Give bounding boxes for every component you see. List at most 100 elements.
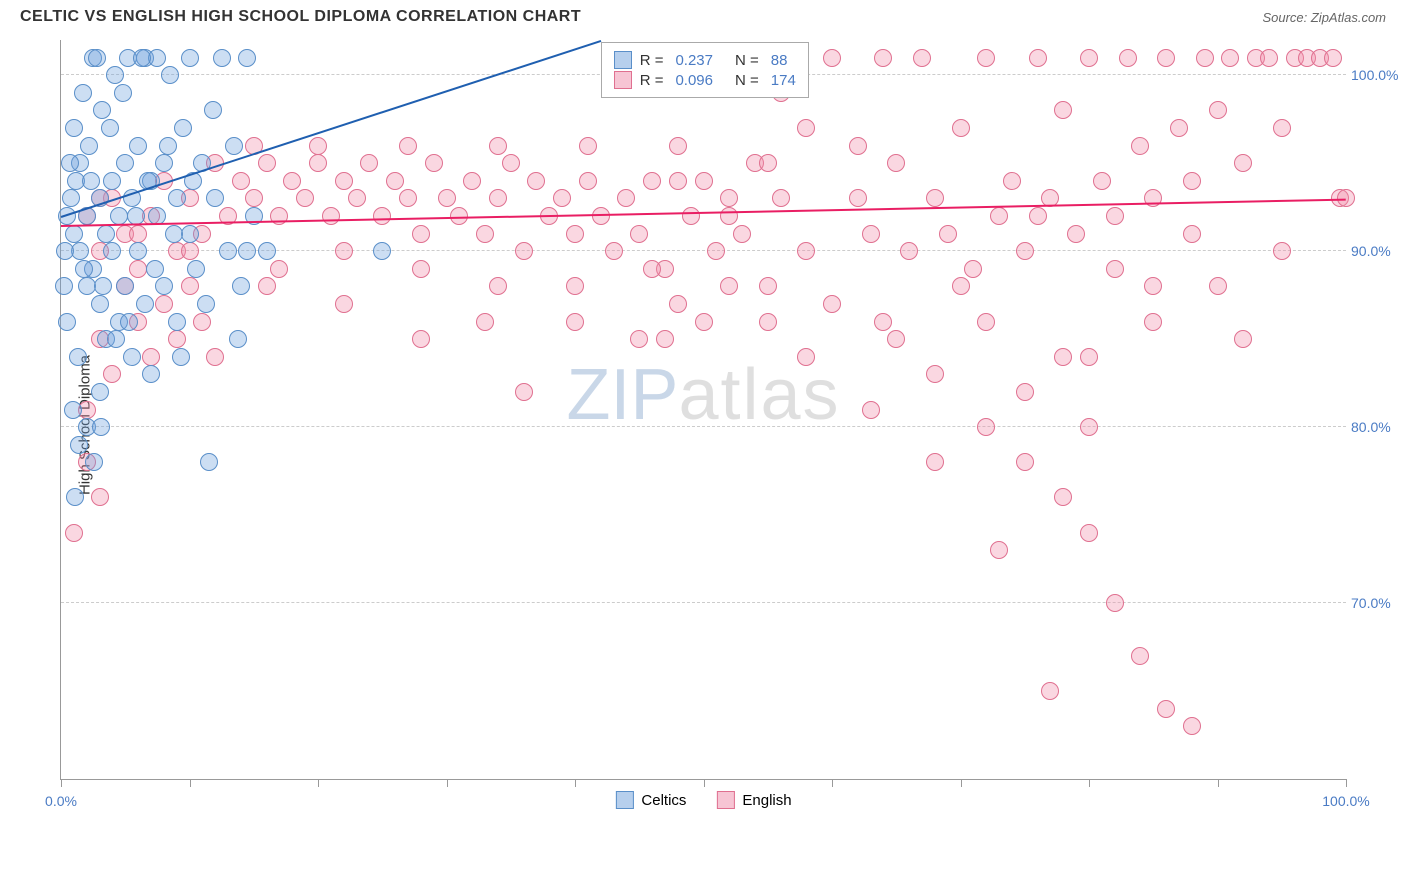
scatter-point-english: [643, 260, 661, 278]
scatter-point-english: [193, 313, 211, 331]
scatter-point-english: [849, 189, 867, 207]
scatter-point-english: [1080, 49, 1098, 67]
scatter-point-english: [476, 225, 494, 243]
scatter-point-english: [887, 154, 905, 172]
series-legend-label: Celtics: [641, 792, 686, 809]
scatter-point-celtics: [92, 418, 110, 436]
legend-row: R =0.237N =88: [614, 51, 796, 69]
scatter-point-celtics: [123, 348, 141, 366]
scatter-point-english: [515, 383, 533, 401]
scatter-point-english: [643, 172, 661, 190]
scatter-point-celtics: [97, 225, 115, 243]
scatter-point-english: [695, 313, 713, 331]
scatter-point-celtics: [70, 436, 88, 454]
scatter-point-english: [1157, 700, 1175, 718]
scatter-point-celtics: [80, 137, 98, 155]
scatter-point-celtics: [204, 101, 222, 119]
scatter-point-english: [258, 277, 276, 295]
chart-header: CELTIC VS ENGLISH HIGH SCHOOL DIPLOMA CO…: [0, 0, 1406, 30]
scatter-point-english: [669, 295, 687, 313]
scatter-point-english: [1170, 119, 1188, 137]
scatter-point-english: [733, 225, 751, 243]
scatter-point-celtics: [206, 189, 224, 207]
scatter-point-celtics: [56, 242, 74, 260]
scatter-point-celtics: [129, 137, 147, 155]
legend-n-value: 88: [771, 52, 788, 69]
scatter-point-english: [502, 154, 520, 172]
legend-r-label: R =: [640, 72, 664, 89]
scatter-point-english: [669, 172, 687, 190]
xtick: [575, 779, 576, 787]
trend-line-celtics: [61, 40, 601, 218]
scatter-point-english: [772, 189, 790, 207]
scatter-point-english: [181, 277, 199, 295]
scatter-point-english: [438, 189, 456, 207]
scatter-point-celtics: [229, 330, 247, 348]
scatter-point-english: [695, 172, 713, 190]
scatter-point-celtics: [148, 49, 166, 67]
xtick-label: 0.0%: [45, 793, 77, 809]
scatter-point-celtics: [103, 172, 121, 190]
scatter-point-english: [707, 242, 725, 260]
scatter-point-celtics: [232, 277, 250, 295]
correlation-legend: R =0.237N =88R =0.096N =174: [601, 42, 809, 98]
scatter-point-celtics: [172, 348, 190, 366]
scatter-point-english: [1016, 242, 1034, 260]
scatter-point-english: [373, 207, 391, 225]
scatter-point-celtics: [155, 154, 173, 172]
scatter-point-english: [952, 277, 970, 295]
scatter-point-english: [823, 295, 841, 313]
scatter-point-english: [656, 330, 674, 348]
scatter-point-english: [1221, 49, 1239, 67]
scatter-point-english: [862, 225, 880, 243]
legend-swatch: [615, 791, 633, 809]
scatter-point-english: [797, 242, 815, 260]
xtick: [318, 779, 319, 787]
scatter-point-english: [1209, 101, 1227, 119]
scatter-point-celtics: [69, 348, 87, 366]
scatter-point-english: [1080, 348, 1098, 366]
scatter-point-celtics: [61, 154, 79, 172]
scatter-point-english: [823, 49, 841, 67]
scatter-point-english: [1003, 172, 1021, 190]
scatter-point-celtics: [142, 365, 160, 383]
scatter-point-english: [1209, 277, 1227, 295]
xtick: [61, 779, 62, 787]
scatter-point-english: [412, 225, 430, 243]
scatter-point-celtics: [127, 207, 145, 225]
scatter-point-celtics: [258, 242, 276, 260]
gridline-h: [61, 426, 1346, 427]
scatter-point-english: [759, 313, 777, 331]
scatter-point-english: [129, 260, 147, 278]
scatter-point-english: [412, 260, 430, 278]
scatter-point-english: [1234, 154, 1252, 172]
plot-area: ZIPatlas 70.0%80.0%90.0%100.0%0.0%100.0%…: [60, 40, 1346, 780]
scatter-point-english: [874, 49, 892, 67]
scatter-point-english: [91, 488, 109, 506]
watermark: ZIPatlas: [566, 354, 840, 436]
scatter-point-celtics: [116, 277, 134, 295]
scatter-point-celtics: [78, 277, 96, 295]
scatter-point-celtics: [155, 277, 173, 295]
scatter-point-celtics: [120, 313, 138, 331]
scatter-point-english: [1080, 418, 1098, 436]
scatter-point-english: [1234, 330, 1252, 348]
scatter-point-english: [1054, 348, 1072, 366]
series-legend-item: English: [716, 791, 791, 809]
scatter-point-english: [630, 225, 648, 243]
scatter-point-english: [527, 172, 545, 190]
xtick: [1089, 779, 1090, 787]
scatter-point-english: [1054, 488, 1072, 506]
scatter-point-celtics: [107, 330, 125, 348]
scatter-point-english: [425, 154, 443, 172]
scatter-point-celtics: [91, 383, 109, 401]
scatter-point-english: [296, 189, 314, 207]
legend-swatch: [614, 71, 632, 89]
scatter-point-english: [1183, 225, 1201, 243]
scatter-point-english: [476, 313, 494, 331]
xtick: [1346, 779, 1347, 787]
scatter-point-celtics: [146, 260, 164, 278]
scatter-point-celtics: [66, 488, 84, 506]
scatter-point-english: [990, 541, 1008, 559]
legend-n-value: 174: [771, 72, 796, 89]
